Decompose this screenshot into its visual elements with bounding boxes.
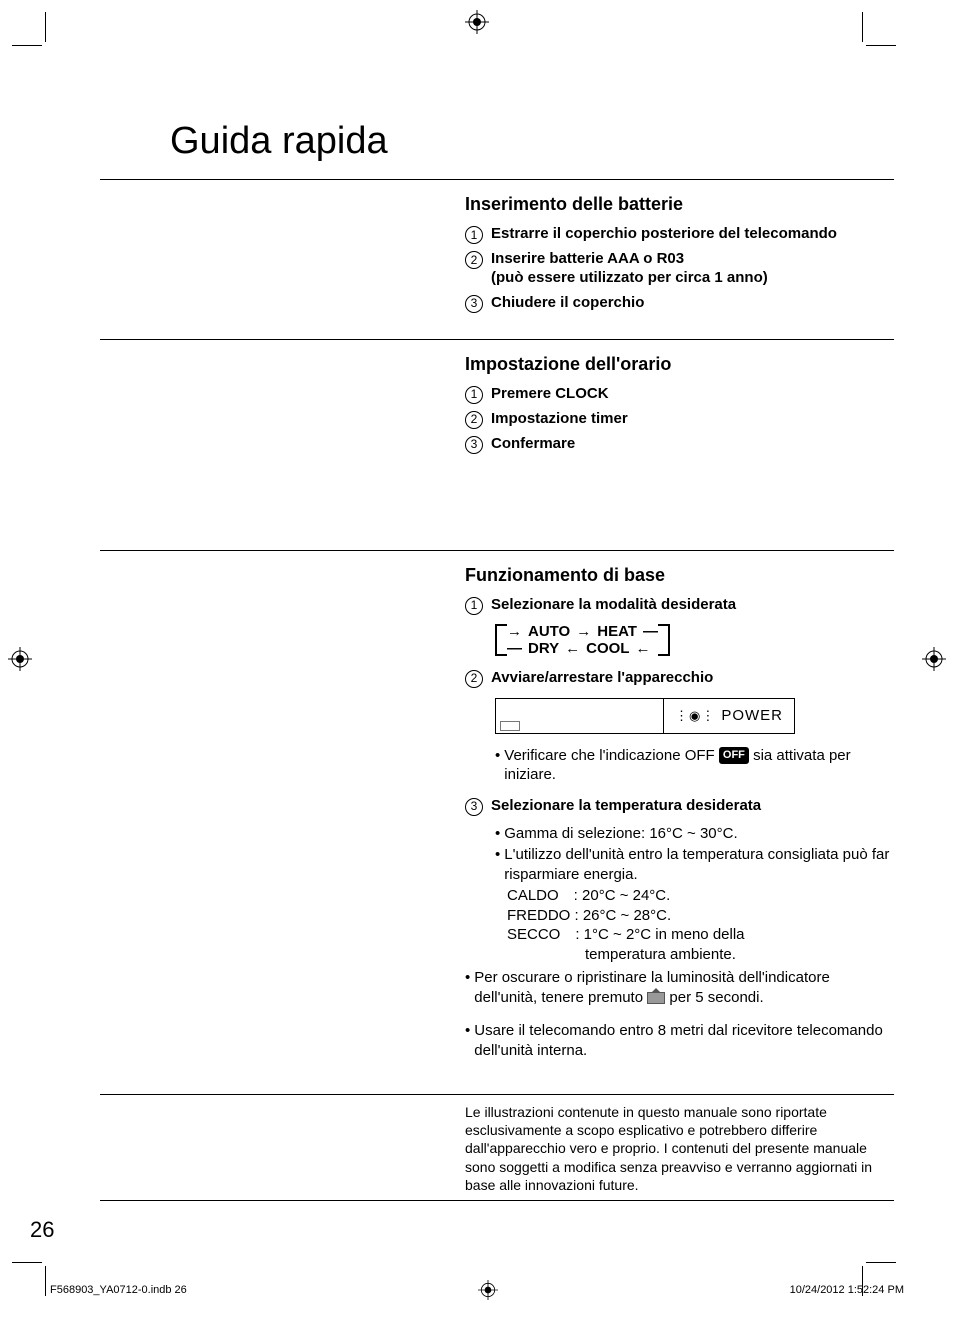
arrow-icon: ←: [565, 640, 580, 657]
step-item: 3 Chiudere il coperchio: [465, 294, 894, 313]
bracket-icon: [495, 624, 507, 656]
note-text: Per oscurare o ripristinare la luminosit…: [474, 968, 894, 1007]
step-item: 2 Inserire batterie AAA o R03 (può esser…: [465, 250, 894, 288]
registration-mark-icon: [465, 10, 489, 34]
step-number-icon: 1: [465, 597, 483, 615]
step-item: 1 Premere CLOCK: [465, 385, 894, 404]
page-number: 26: [30, 1217, 54, 1243]
note-block: •Gamma di selezione: 16°C ~ 30°C. •L'uti…: [495, 824, 894, 965]
note-text: Gamma di selezione: 16°C ~ 30°C.: [504, 824, 737, 844]
divider: [100, 1200, 894, 1201]
unit-icon: [496, 699, 664, 733]
bullet-icon: •: [495, 845, 500, 884]
step-text: Inserire batterie AAA o R03 (può essere …: [491, 250, 894, 288]
arrow-icon: ←: [635, 640, 650, 657]
footnote-text: Le illustrazioni contenute in questo man…: [465, 1095, 894, 1194]
crop-mark: [866, 45, 896, 46]
step-number-icon: 1: [465, 226, 483, 244]
bracket-icon: [658, 624, 670, 656]
temp-line: FREDDO : 26°C ~ 28°C.: [507, 906, 894, 926]
note-text: L'utilizzo dell'unità entro la temperatu…: [504, 845, 894, 884]
temp-line: CALDO : 20°C ~ 24°C.: [507, 886, 894, 906]
crop-mark: [45, 1266, 46, 1296]
section-heading: Impostazione dell'orario: [465, 354, 894, 375]
text-span: per 5 secondi.: [669, 989, 763, 1006]
page-title: Guida rapida: [170, 120, 894, 163]
arrow-icon: →: [576, 623, 591, 640]
arrow-icon: —: [507, 640, 522, 657]
page-content: Guida rapida Inserimento delle batterie …: [100, 120, 894, 1248]
crop-mark: [862, 12, 863, 42]
registration-mark-icon: [922, 647, 946, 671]
step-number-icon: 2: [465, 251, 483, 269]
step-text: Chiudere il coperchio: [491, 294, 894, 313]
step-text: Impostazione timer: [491, 410, 894, 429]
section-batteries: Inserimento delle batterie 1 Estrarre il…: [465, 180, 894, 339]
mode-cycle-diagram: → AUTO → HEAT — — DRY ← COOL ←: [495, 623, 894, 657]
crop-mark: [12, 45, 42, 46]
arrow-icon: —: [643, 623, 658, 640]
mode-label: AUTO: [528, 623, 570, 640]
step-text: Estrarre il coperchio posteriore del tel…: [491, 225, 894, 244]
step-text: Selezionare la temperatura desiderata: [491, 797, 894, 816]
step-number-icon: 3: [465, 295, 483, 313]
footer-file: F568903_YA0712-0.indb 26: [50, 1284, 187, 1296]
section-heading: Funzionamento di base: [465, 565, 894, 586]
mode-label: HEAT: [597, 623, 637, 640]
crop-mark: [12, 1262, 42, 1263]
step-number-icon: 2: [465, 411, 483, 429]
step-item: 1 Estrarre il coperchio posteriore del t…: [465, 225, 894, 244]
arrow-icon: →: [507, 623, 522, 640]
step-item: 1 Selezionare la modalità desiderata: [465, 596, 894, 615]
step-number-icon: 3: [465, 798, 483, 816]
section-clock: Impostazione dell'orario 1 Premere CLOCK…: [465, 340, 894, 550]
step-text: Avviare/arrestare l'apparecchio: [491, 669, 894, 688]
registration-mark-icon: [8, 647, 32, 671]
step-number-icon: 3: [465, 436, 483, 454]
section-heading: Inserimento delle batterie: [465, 194, 894, 215]
crop-mark: [45, 12, 46, 42]
note-text: Verificare che l'indicazione OFF OFF sia…: [504, 746, 894, 785]
button-icon: [647, 992, 665, 1004]
step-text: Premere CLOCK: [491, 385, 894, 404]
step-number-icon: 1: [465, 386, 483, 404]
step-item: 3 Selezionare la temperatura desiderata: [465, 797, 894, 816]
print-footer: F568903_YA0712-0.indb 26 10/24/2012 1:52…: [50, 1280, 904, 1300]
note-text: Usare il telecomando entro 8 metri dal r…: [474, 1021, 894, 1060]
bullet-icon: •: [495, 746, 500, 785]
section-basic: Funzionamento di base 1 Selezionare la m…: [465, 551, 894, 1095]
text-span: Verificare che l'indicazione OFF: [504, 747, 714, 764]
step-text: Confermare: [491, 435, 894, 454]
mode-label: DRY: [528, 640, 559, 657]
power-diagram: ⋮◉⋮ POWER: [495, 698, 795, 734]
note-block: • Per oscurare o ripristinare la luminos…: [465, 968, 894, 1060]
off-badge-icon: OFF: [719, 747, 749, 763]
registration-mark-icon: [478, 1280, 498, 1300]
step-item: 3 Confermare: [465, 435, 894, 454]
mode-label: COOL: [586, 640, 629, 657]
bullet-icon: •: [465, 968, 470, 1007]
step-text: Selezionare la modalità desiderata: [491, 596, 894, 615]
step-number-icon: 2: [465, 670, 483, 688]
temp-line: SECCO : 1°C ~ 2°C in meno della: [507, 925, 894, 945]
power-label-box: ⋮◉⋮ POWER: [664, 699, 794, 733]
temp-line: temperatura ambiente.: [585, 945, 894, 965]
signal-icon: ⋮◉⋮: [675, 708, 715, 724]
bullet-icon: •: [495, 824, 500, 844]
power-label: POWER: [721, 707, 783, 724]
crop-mark: [866, 1262, 896, 1263]
step-item: 2 Impostazione timer: [465, 410, 894, 429]
footer-timestamp: 10/24/2012 1:52:24 PM: [790, 1284, 904, 1296]
bullet-icon: •: [465, 1021, 470, 1060]
note-block: • Verificare che l'indicazione OFF OFF s…: [495, 746, 894, 785]
step-item: 2 Avviare/arrestare l'apparecchio: [465, 669, 894, 688]
